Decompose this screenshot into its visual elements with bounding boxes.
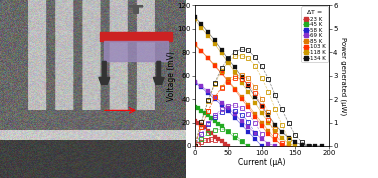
Bar [104, 41, 168, 61]
Y-axis label: Voltage (mV): Voltage (mV) [167, 51, 176, 101]
X-axis label: Current (μA): Current (μA) [238, 158, 285, 166]
FancyArrow shape [153, 61, 164, 92]
Y-axis label: Power generated (μW): Power generated (μW) [340, 36, 347, 115]
Legend: 23 K, 45 K, 58 K, 69 K, 85 K, 103 K, 118 K, 134 K: 23 K, 45 K, 58 K, 69 K, 85 K, 103 K, 118… [301, 6, 328, 62]
FancyArrow shape [129, 0, 143, 13]
Bar [100, 32, 172, 41]
FancyArrow shape [99, 61, 110, 92]
